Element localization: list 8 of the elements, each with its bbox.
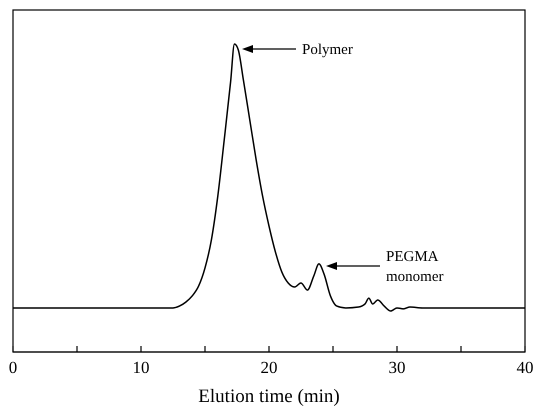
annotation: PEGMA monomer (386, 249, 444, 285)
x-tick-label: 30 (388, 358, 406, 378)
x-axis-title: Elution time (min) (198, 386, 340, 407)
annotation: Polymer (302, 42, 353, 58)
x-tick-label: 0 (8, 358, 18, 378)
x-tick-label: 40 (516, 358, 534, 378)
x-tick-label: 10 (132, 358, 150, 378)
x-tick-label: 20 (260, 358, 278, 378)
